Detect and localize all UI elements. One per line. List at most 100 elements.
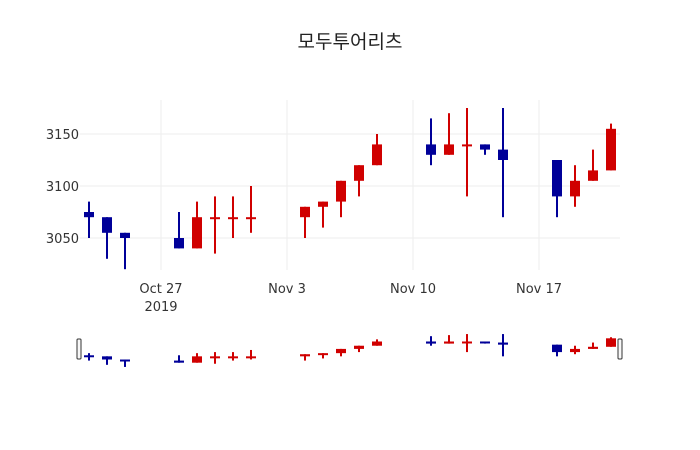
candle[interactable] xyxy=(480,341,490,344)
candle-body xyxy=(336,180,346,202)
candle-body xyxy=(192,217,202,249)
candle-body xyxy=(120,359,130,362)
candle-body xyxy=(570,348,580,353)
candle-body xyxy=(246,217,256,220)
candle[interactable] xyxy=(336,180,346,218)
candle[interactable] xyxy=(498,334,508,357)
candle[interactable] xyxy=(84,201,94,238)
x-tick-label: Nov 10 xyxy=(390,282,436,297)
candle-body xyxy=(498,342,508,345)
candle-body xyxy=(210,217,220,220)
candle[interactable] xyxy=(300,206,310,238)
candle-body xyxy=(570,180,580,197)
candle[interactable] xyxy=(570,345,580,355)
gridlines xyxy=(80,100,620,270)
candle-body xyxy=(174,238,184,249)
candle-body xyxy=(372,341,382,346)
candle[interactable] xyxy=(102,217,112,259)
candle-body xyxy=(210,356,220,359)
candle[interactable] xyxy=(210,196,220,254)
x-axis: Oct 27 2019 Nov 3 Nov 10 Nov 17 xyxy=(139,282,562,315)
candle[interactable] xyxy=(588,149,598,181)
range-slider-left-handle[interactable] xyxy=(76,338,82,360)
candle-body xyxy=(606,338,616,347)
candle[interactable] xyxy=(84,353,94,361)
y-tick-label: 3100 xyxy=(46,180,79,195)
candle-body xyxy=(120,232,130,238)
candle[interactable] xyxy=(606,337,616,347)
candle[interactable] xyxy=(570,165,580,207)
candle-body xyxy=(462,341,472,344)
candle-body xyxy=(318,201,328,207)
candle-body xyxy=(102,217,112,233)
candle-body xyxy=(588,170,598,181)
candle[interactable] xyxy=(228,196,238,238)
candle[interactable] xyxy=(120,232,130,270)
candle[interactable] xyxy=(444,113,454,155)
x-tick-label: Oct 27 xyxy=(139,282,182,297)
range-slider[interactable] xyxy=(76,334,623,367)
candle[interactable] xyxy=(372,339,382,346)
y-tick-label: 3050 xyxy=(46,232,79,247)
x-tick-year: 2019 xyxy=(144,300,177,315)
candle[interactable] xyxy=(354,345,364,353)
candle[interactable] xyxy=(210,352,220,364)
y-tick-label: 3150 xyxy=(46,128,79,143)
candle[interactable] xyxy=(426,336,436,346)
candle[interactable] xyxy=(192,201,202,249)
candle[interactable] xyxy=(228,352,238,361)
candle[interactable] xyxy=(480,144,490,155)
candle-body xyxy=(336,348,346,354)
candle-body xyxy=(498,149,508,160)
y-axis: 3050 3100 3150 xyxy=(46,128,79,247)
candle-body xyxy=(426,144,436,155)
candle[interactable] xyxy=(318,201,328,228)
candle-body xyxy=(444,341,454,344)
range-slider-right-handle[interactable] xyxy=(617,338,623,360)
candle-body xyxy=(480,144,490,150)
candle[interactable] xyxy=(246,186,256,233)
candle-body xyxy=(354,165,364,181)
candle-body xyxy=(588,346,598,349)
candle[interactable] xyxy=(246,349,256,360)
candle[interactable] xyxy=(462,108,472,197)
candle-body xyxy=(606,128,616,171)
candle[interactable] xyxy=(606,123,616,171)
candle[interactable] xyxy=(174,212,184,249)
candle[interactable] xyxy=(300,354,310,361)
candle[interactable] xyxy=(426,118,436,166)
candle-body xyxy=(426,341,436,344)
candle-body xyxy=(372,144,382,166)
candle-body xyxy=(228,217,238,220)
candle-body xyxy=(192,356,202,363)
candle[interactable] xyxy=(354,165,364,197)
candle-body xyxy=(300,354,310,357)
candle-body xyxy=(552,344,562,353)
candle[interactable] xyxy=(336,348,346,357)
candle-body xyxy=(354,345,364,349)
candle[interactable] xyxy=(174,355,184,363)
candle[interactable] xyxy=(498,108,508,218)
candle-body xyxy=(480,341,490,344)
candle-body xyxy=(84,212,94,218)
candle[interactable] xyxy=(552,160,562,218)
candle[interactable] xyxy=(192,353,202,363)
candle[interactable] xyxy=(462,334,472,353)
candle-body xyxy=(246,356,256,359)
candle[interactable] xyxy=(102,356,112,365)
candle-body xyxy=(300,206,310,218)
candle[interactable] xyxy=(120,359,130,367)
x-tick-label: Nov 3 xyxy=(268,282,306,297)
candle[interactable] xyxy=(588,342,598,349)
candle-body xyxy=(552,160,562,197)
candle-body xyxy=(102,356,112,360)
candle[interactable] xyxy=(318,353,328,359)
candle[interactable] xyxy=(552,344,562,357)
candle-body xyxy=(84,355,94,358)
candle-body xyxy=(444,144,454,155)
candles[interactable] xyxy=(84,108,616,270)
x-tick-label: Nov 17 xyxy=(516,282,562,297)
candle[interactable] xyxy=(444,335,454,344)
candle[interactable] xyxy=(372,134,382,166)
